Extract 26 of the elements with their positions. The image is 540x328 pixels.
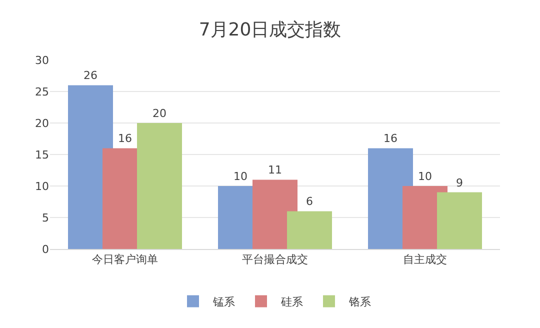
y-tick-label: 25 [35,85,49,98]
chart-title: 7月20日成交指数 [198,20,342,41]
data-label: 11 [268,164,282,177]
bar [437,192,482,249]
data-label: 6 [306,195,313,208]
data-label: 10 [234,170,248,183]
bar [287,211,332,249]
bar [137,123,182,249]
data-label: 16 [384,132,398,146]
y-tick-label: 0 [42,242,49,256]
data-label: 20 [152,107,166,120]
x-tick-label: 今日客户询单 [92,253,158,266]
y-tick-label: 30 [35,54,49,67]
data-label: 16 [118,132,132,146]
data-label: 10 [418,170,432,183]
x-tick-label: 自主成交 [403,253,447,266]
legend-label: 硅系 [280,296,303,309]
y-tick-label: 15 [35,148,49,162]
x-tick-label: 平台撮合成交 [242,253,308,266]
legend-label: 锰系 [212,296,235,309]
data-label: 26 [84,69,98,82]
y-tick-label: 20 [35,116,49,130]
legend-label: 铬系 [348,296,371,309]
y-tick-label: 10 [35,180,49,193]
y-tick-label: 5 [42,211,49,224]
data-label: 9 [456,176,463,190]
